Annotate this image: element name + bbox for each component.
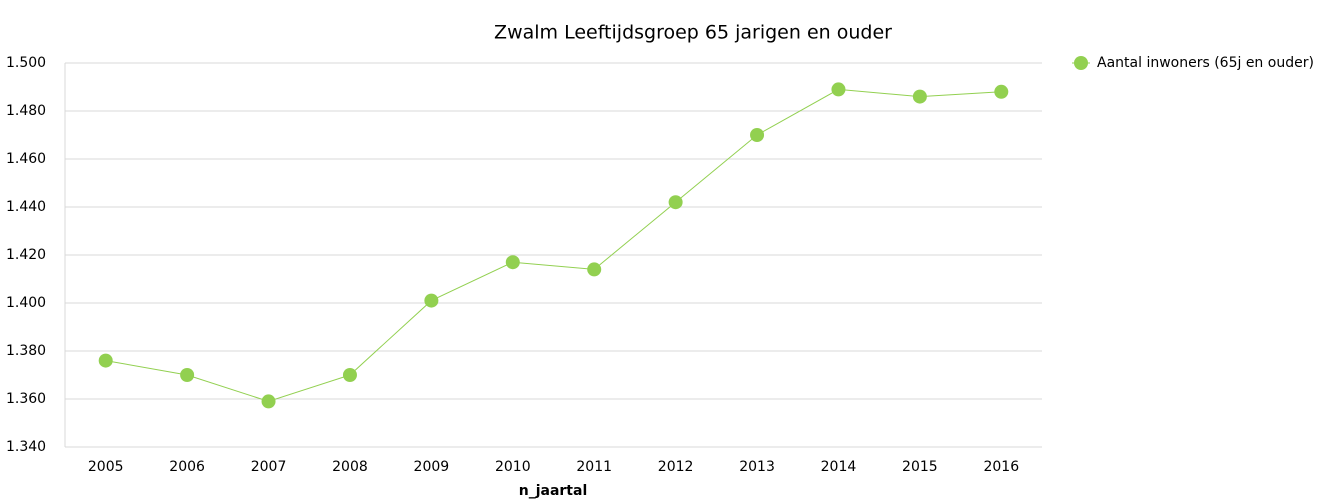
x-tick-label: 2005 [88, 459, 124, 475]
x-tick-label: 2008 [332, 459, 368, 475]
y-tick-label: 1.480 [6, 103, 46, 119]
data-point [261, 394, 276, 409]
x-axis-label: n_jaartal [519, 483, 588, 499]
data-point [505, 255, 520, 270]
y-tick-label: 1.360 [6, 391, 46, 407]
data-point [750, 128, 765, 142]
x-tick-label: 2010 [495, 459, 531, 475]
chart-title: Zwalm Leeftijdsgroep 65 jarigen en ouder [494, 22, 892, 44]
legend-label: Aantal inwoners (65j en ouder) [1097, 55, 1314, 71]
data-point [831, 82, 846, 97]
y-tick-label: 1.380 [6, 343, 46, 359]
data-point [912, 89, 927, 104]
data-point [668, 195, 683, 210]
x-tick-label: 2007 [251, 459, 287, 475]
y-tick-label: 1.340 [6, 439, 46, 455]
data-point [994, 84, 1009, 99]
x-tick-label: 2012 [658, 459, 694, 475]
y-tick-label: 1.420 [6, 247, 46, 263]
data-point [342, 368, 357, 382]
y-tick-label: 1.460 [6, 151, 46, 167]
series-line [105, 88, 1002, 402]
x-tick-label: 2009 [414, 459, 450, 475]
x-tick-label: 2006 [169, 459, 205, 475]
x-tick-label: 2013 [739, 459, 775, 475]
x-tick-label: 2015 [902, 459, 938, 475]
data-point [587, 262, 602, 277]
x-tick-label: 2014 [821, 459, 857, 475]
data-point [180, 368, 195, 382]
data-point [424, 293, 439, 308]
data-point [98, 353, 113, 368]
y-tick-label: 1.500 [6, 55, 46, 71]
y-tick-label: 1.400 [6, 295, 46, 311]
x-tick-label: 2016 [983, 459, 1019, 475]
x-tick-label: 2011 [576, 459, 612, 475]
y-tick-label: 1.440 [6, 199, 46, 215]
